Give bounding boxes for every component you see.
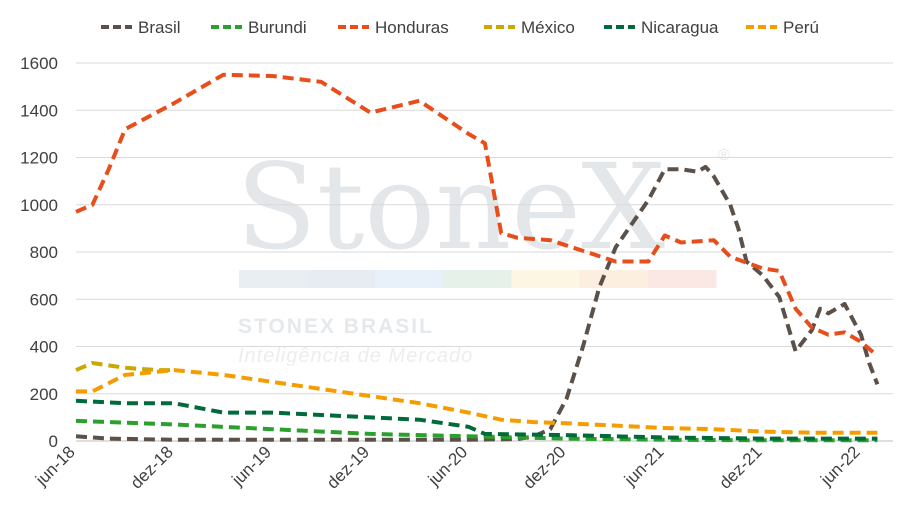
series-line-brasil <box>75 164 880 442</box>
series-line-peru <box>76 368 878 435</box>
x-tick-label: dez-18 <box>127 442 177 492</box>
watermark-bar-segment <box>307 270 376 288</box>
x-tick-label: jun-19 <box>228 442 276 490</box>
watermark-bar-segment <box>375 270 444 288</box>
y-tick-label: 200 <box>30 385 58 404</box>
legend-label: México <box>521 18 575 37</box>
x-tick-label: dez-19 <box>323 442 373 492</box>
legend-label: Perú <box>783 18 819 37</box>
legend-item-mexico: México <box>484 18 575 37</box>
x-tick-label: jun-20 <box>424 442 472 490</box>
watermark-bar-segment <box>647 270 717 288</box>
y-tick-label: 1000 <box>20 196 58 215</box>
legend-label: Honduras <box>375 18 449 37</box>
stonex-watermark: StoneX ® STONEX BRASIL Inteligência de M… <box>236 138 730 367</box>
legend-label: Brasil <box>138 18 181 37</box>
series-line-nicaragua <box>75 398 878 441</box>
series-line-burundi <box>75 418 878 443</box>
legend-label: Nicaragua <box>641 18 719 37</box>
x-tick-label: dez-20 <box>519 442 569 492</box>
x-axis-labels: jun-18 dez-18 jun-19 dez-19 jun-20 dez-20 jun-… <box>31 442 864 492</box>
y-tick-label: 800 <box>30 243 58 262</box>
legend-item-peru: Perú <box>746 18 819 37</box>
legend-item-burundi: Burundi <box>211 18 307 37</box>
watermark-color-bar <box>239 270 717 288</box>
series-line-mexico <box>75 361 175 373</box>
y-tick-label: 1200 <box>20 149 58 168</box>
series-lines <box>75 72 880 443</box>
watermark-brand: StoneX <box>236 138 665 276</box>
series-line-honduras <box>75 72 879 358</box>
grid-lines <box>76 62 893 395</box>
legend-item-brasil: Brasil <box>101 18 181 37</box>
legend: Brasil Burundi Honduras México Nicaragua Perú <box>101 18 819 37</box>
x-tick-label: jun-22 <box>816 442 864 490</box>
y-tick-label: 1600 <box>20 54 58 73</box>
legend-item-honduras: Honduras <box>338 18 449 37</box>
x-tick-label: dez-21 <box>716 442 766 492</box>
legend-item-nicaragua: Nicaragua <box>604 18 719 37</box>
watermark-bar-segment <box>579 270 649 288</box>
watermark-line1: STONEX BRASIL <box>238 315 434 338</box>
y-tick-label: 0 <box>49 432 58 451</box>
watermark-registered-mark: ® <box>718 147 730 164</box>
watermark-bar-segment <box>511 270 581 288</box>
y-tick-label: 1400 <box>20 101 58 120</box>
watermark-line2: Inteligência de Mercado <box>238 345 473 367</box>
legend-label: Burundi <box>248 18 307 37</box>
x-tick-label: jun-21 <box>620 442 668 490</box>
watermark-bar-segment <box>443 270 513 288</box>
y-tick-label: 400 <box>30 338 58 357</box>
y-axis-labels: 0 200 400 600 800 1000 1200 1400 1600 <box>20 54 58 451</box>
watermark-bar-segment <box>239 270 308 288</box>
y-tick-label: 600 <box>30 290 58 309</box>
